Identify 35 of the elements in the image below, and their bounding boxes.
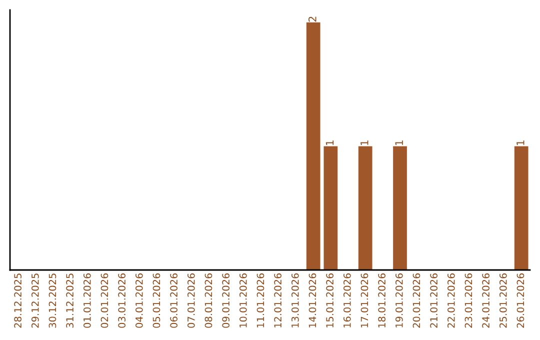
data-label: 2 <box>308 16 316 22</box>
x-tick-label: 30.12.2025 <box>48 274 56 328</box>
x-tick-label: 07.01.2026 <box>187 273 195 328</box>
x-tick-label: 13.01.2026 <box>291 273 299 328</box>
x-tick-label: 26.01.2026 <box>516 273 524 328</box>
x-tick-label: 21.01.2026 <box>430 273 438 328</box>
x-tick-label: 15.01.2026 <box>326 273 334 328</box>
x-tick-label: 12.01.2026 <box>274 273 282 328</box>
x-tick-label: 25.01.2026 <box>499 273 507 328</box>
x-tick-label: 18.01.2026 <box>378 273 386 328</box>
x-tick-label: 06.01.2026 <box>170 273 178 328</box>
x-tick-label: 29.12.2025 <box>31 274 39 328</box>
x-tick-label: 05.01.2026 <box>152 273 160 328</box>
x-tick-label: 14.01.2026 <box>308 273 316 328</box>
x-tick-label: 20.01.2026 <box>412 273 420 328</box>
x-tick-label: 19.01.2026 <box>395 273 403 328</box>
data-label: 1 <box>326 140 334 146</box>
x-tick-label: 02.01.2026 <box>100 273 108 328</box>
x-tick-label: 22.01.2026 <box>447 273 455 328</box>
x-tick-label: 23.01.2026 <box>464 273 472 328</box>
x-tick-label: 17.01.2026 <box>360 273 368 328</box>
x-tick-label: 08.01.2026 <box>204 273 212 328</box>
x-tick-label: 24.01.2026 <box>482 273 490 328</box>
data-label: 1 <box>516 140 524 146</box>
x-tick-label: 10.01.2026 <box>239 273 247 328</box>
x-tick-label: 11.01.2026 <box>256 273 264 328</box>
x-tick-label: 31.12.2025 <box>66 274 74 328</box>
x-tick-label: 28.12.2025 <box>14 274 22 328</box>
x-tick-label: 03.01.2026 <box>118 273 126 328</box>
data-label: 1 <box>360 140 368 146</box>
x-tick-label: 16.01.2026 <box>343 273 351 328</box>
x-tick-label: 04.01.2026 <box>135 273 143 328</box>
x-tick-label: 01.01.2026 <box>83 273 91 328</box>
x-tick-label: 09.01.2026 <box>222 273 230 328</box>
data-label: 1 <box>395 140 403 146</box>
